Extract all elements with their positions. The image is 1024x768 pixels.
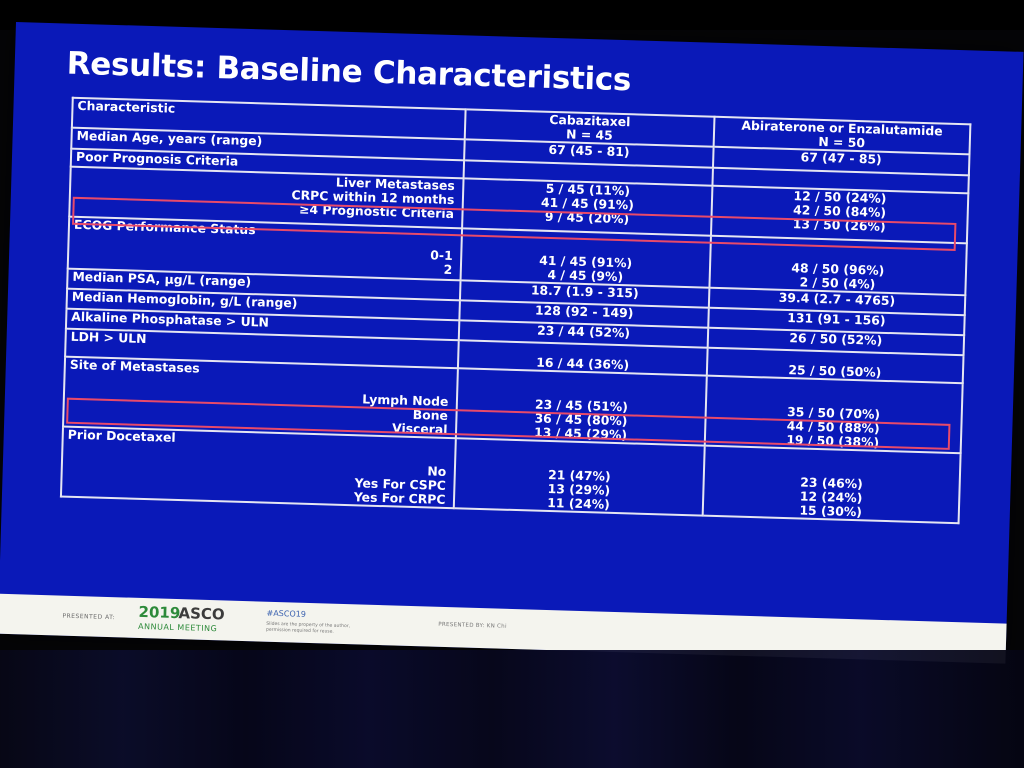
prior-docetaxel-cab-values: 21 (47%) 13 (29%) 11 (24%)	[454, 438, 705, 516]
hashtag: #ASCO19	[266, 608, 307, 619]
presented-by-label: PRESENTED BY: KN Chi	[438, 621, 507, 630]
prior-docetaxel-cell: Prior Docetaxel No Yes For CSPC Yes For …	[60, 426, 457, 509]
audience-silhouettes	[0, 650, 1024, 768]
screen-top-dark	[0, 0, 1024, 30]
presentation-slide: Results: Baseline Characteristics Charac…	[0, 22, 1024, 664]
asco-wordmark: ASCO	[178, 604, 225, 624]
asco-year: 2019	[138, 602, 181, 623]
baseline-characteristics-table: Characteristic Cabazitaxel N = 45 Abirat…	[60, 97, 972, 525]
annual-meeting-label: ANNUAL MEETING	[137, 621, 218, 634]
slide-property-note: Slides are the property of the author, p…	[266, 622, 386, 638]
presented-at-label: PRESENTED AT:	[62, 612, 116, 622]
prior-docetaxel-abi-values: 23 (46%) 12 (24%) 15 (30%)	[702, 445, 961, 524]
slide-title: Results: Baseline Characteristics	[66, 45, 632, 99]
